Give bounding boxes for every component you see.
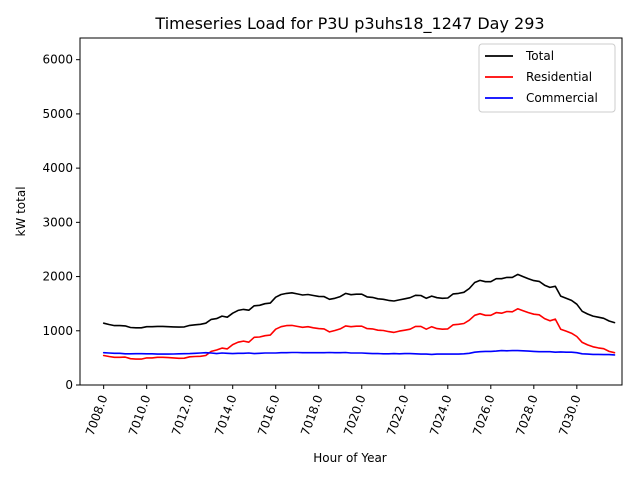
chart-title: Timeseries Load for P3U p3uhs18_1247 Day…	[154, 14, 544, 34]
x-axis-label: Hour of Year	[313, 451, 387, 465]
y-tick-label: 2000	[42, 270, 73, 284]
y-tick-label: 0	[65, 378, 73, 392]
legend-label-total: Total	[525, 49, 554, 63]
legend-label-commercial: Commercial	[526, 91, 598, 105]
series-line-commercial	[102, 349, 616, 356]
y-tick-label: 5000	[42, 107, 73, 121]
y-tick-label: 3000	[42, 215, 73, 229]
legend-box	[478, 43, 616, 113]
plot-frame	[79, 37, 623, 386]
y-axis-label: kW total	[14, 186, 28, 236]
series-line-residential	[102, 307, 616, 360]
y-tick-label: 6000	[42, 53, 73, 67]
y-axis: 0 1000 2000 3000 4000 5000 6000	[42, 53, 80, 392]
legend: Total Residential Commercial	[478, 43, 616, 113]
series-lines	[102, 273, 616, 360]
legend-label-residential: Residential	[526, 70, 592, 84]
y-tick-label: 1000	[42, 324, 73, 338]
plot-area	[79, 37, 623, 386]
y-tick-label: 4000	[42, 161, 73, 175]
series-line-total	[102, 273, 616, 329]
